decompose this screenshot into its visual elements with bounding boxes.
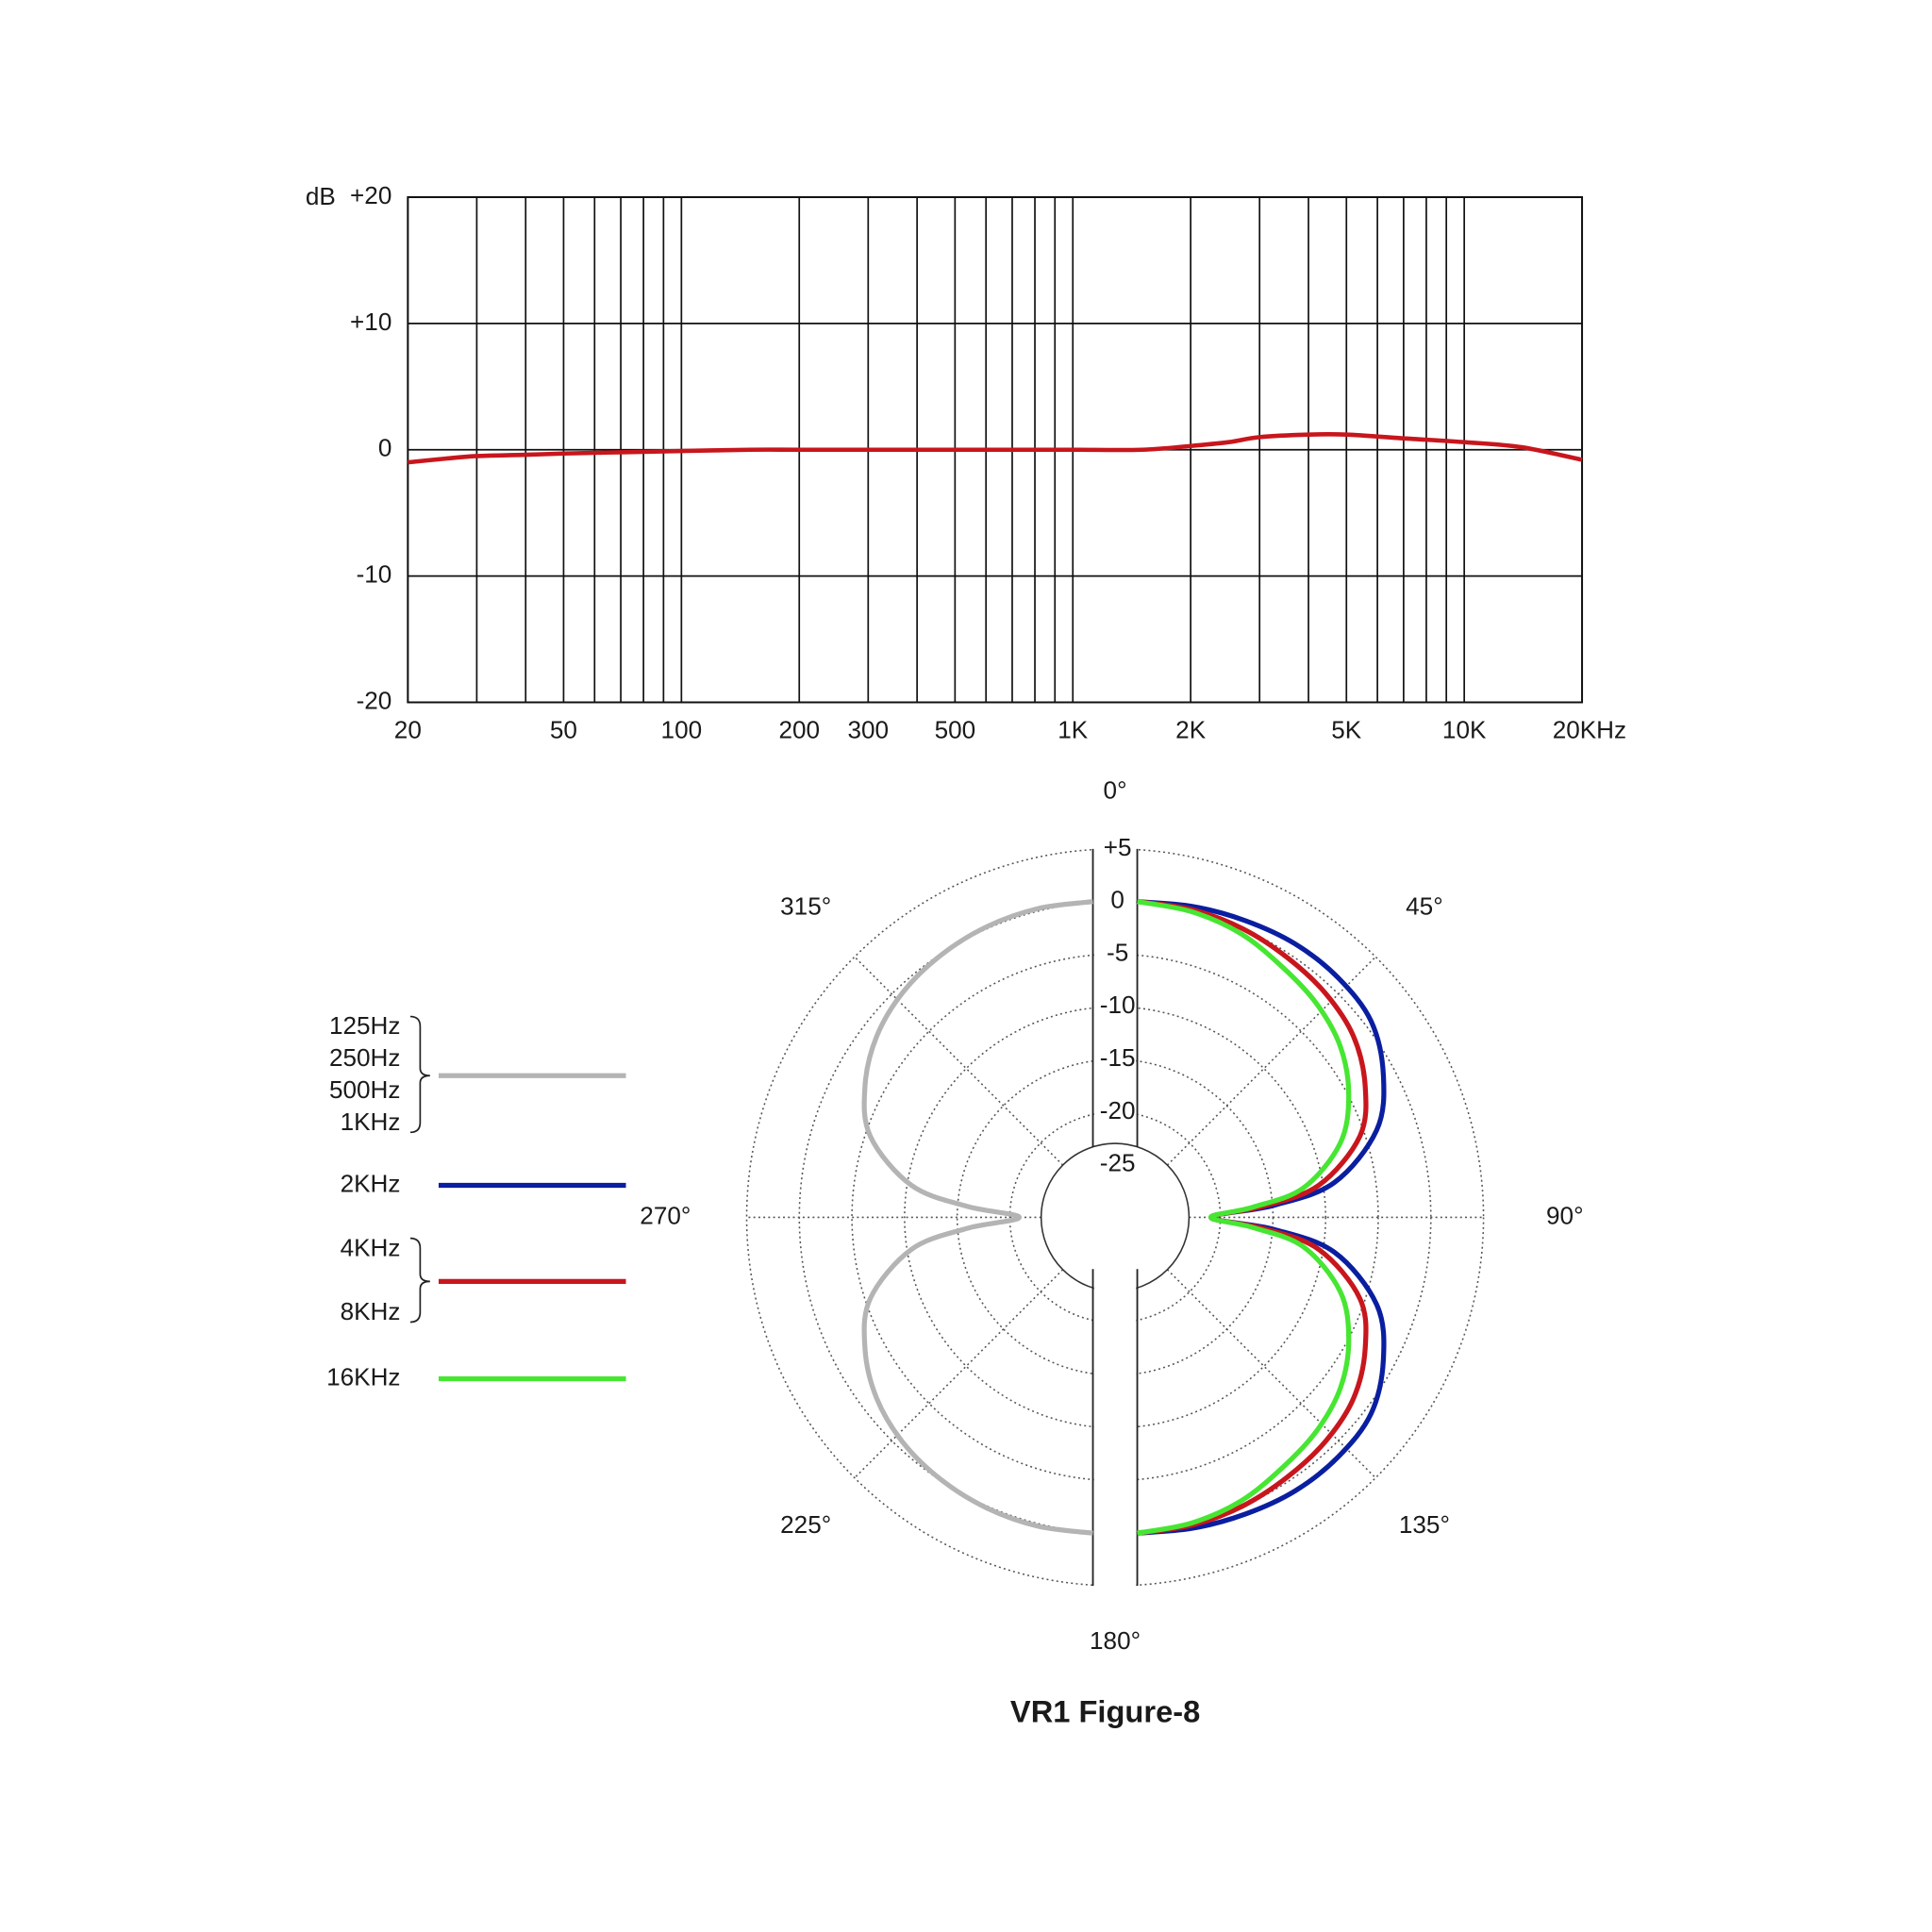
y-axis-label: dB — [306, 182, 336, 210]
angle-label: 135° — [1399, 1510, 1450, 1539]
r-tick-label: -25 — [1100, 1149, 1136, 1177]
x-tick-label: 50 — [550, 716, 577, 744]
x-tick-label: 2K — [1175, 716, 1207, 744]
grid-spoke — [854, 1269, 1064, 1479]
chart-title: VR1 Figure-8 — [1010, 1693, 1200, 1728]
legend-label: 500Hz — [329, 1075, 400, 1104]
angle-label: 0° — [1104, 776, 1127, 805]
x-tick-label: 500 — [935, 716, 976, 744]
x-tick-label: 5K — [1331, 716, 1362, 744]
angle-label: 45° — [1406, 891, 1442, 920]
legend-label: 1KHz — [341, 1108, 401, 1136]
x-tick-label: 100 — [661, 716, 703, 744]
legend-label: 8KHz — [341, 1297, 401, 1325]
r-tick-label: +5 — [1104, 833, 1132, 861]
x-tick-label: 200 — [778, 716, 820, 744]
plot-frame — [407, 195, 1584, 704]
y-tick-label: +20 — [350, 181, 391, 209]
x-tick-label: 1K — [1058, 716, 1089, 744]
r-tick-label: -5 — [1107, 938, 1128, 966]
legend-label: 4KHz — [341, 1233, 401, 1261]
angle-label: 315° — [780, 891, 831, 920]
x-tick-label: 300 — [848, 716, 890, 744]
polar-line — [1137, 899, 1352, 1536]
y-tick-label: +10 — [350, 308, 391, 336]
r-tick-label: -10 — [1100, 991, 1136, 1019]
angle-label: 90° — [1546, 1201, 1583, 1229]
polar-line — [861, 899, 1093, 1536]
x-tick-label: 20KHz — [1553, 716, 1626, 744]
y-tick-label: 0 — [378, 434, 392, 462]
angle-label: 270° — [640, 1201, 691, 1229]
legend-brace — [409, 1015, 430, 1134]
x-tick-label: 20 — [394, 716, 422, 744]
x-tick-label: 10K — [1442, 716, 1487, 744]
y-tick-label: -20 — [357, 686, 392, 714]
legend-label: 125Hz — [329, 1011, 400, 1040]
data-line — [408, 431, 1583, 465]
angle-label: 180° — [1090, 1626, 1141, 1655]
r-tick-label: -20 — [1100, 1096, 1136, 1124]
legend-label: 2KHz — [341, 1169, 401, 1197]
legend-label: 16KHz — [326, 1362, 400, 1391]
grid-spoke — [854, 956, 1064, 1166]
grid-ring — [851, 953, 1379, 1482]
r-tick-label: -15 — [1100, 1043, 1136, 1072]
r-tick-label: 0 — [1110, 886, 1124, 914]
y-tick-label: -10 — [357, 560, 392, 589]
legend-label: 250Hz — [329, 1043, 400, 1072]
legend-brace — [409, 1237, 430, 1324]
angle-label: 225° — [780, 1510, 831, 1539]
center-gap — [1093, 1266, 1137, 1589]
